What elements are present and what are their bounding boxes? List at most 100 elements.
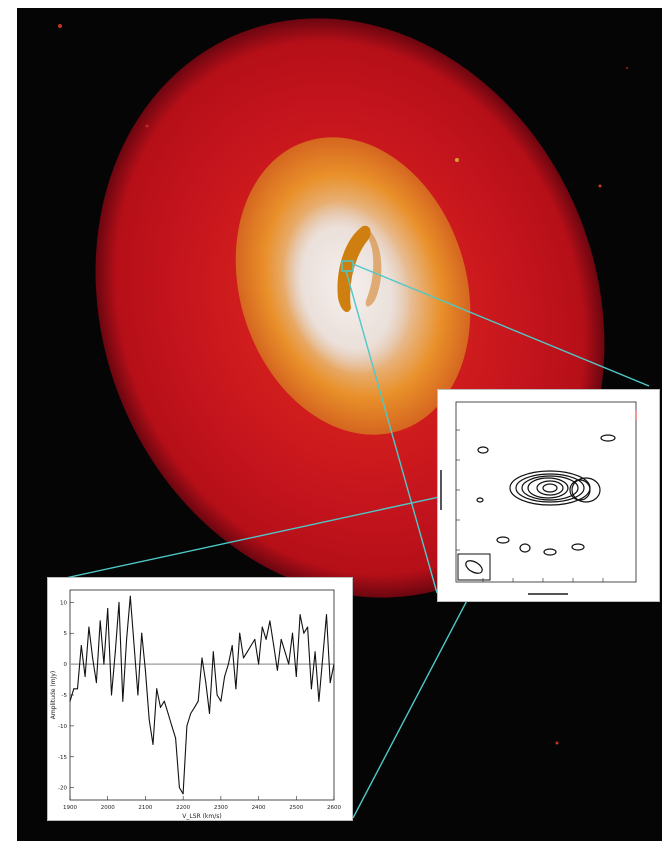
spectrum-point: [205, 682, 207, 684]
x-tick-label: 2200: [176, 805, 190, 811]
spectrum-point: [329, 682, 331, 684]
spectrum-point: [182, 793, 184, 795]
spectrum-point: [118, 601, 120, 603]
spectrum-point: [103, 663, 105, 665]
galaxy-scene: [46, 18, 650, 819]
x-tick-label: 2300: [214, 805, 228, 811]
x-tick-label: 2000: [101, 805, 115, 811]
y-tick-label: 10: [60, 600, 67, 606]
spectrum-point: [288, 663, 290, 665]
spectrum-point: [280, 638, 282, 640]
star: [145, 124, 149, 128]
spectrum-series: [69, 595, 335, 795]
spectrum-point: [171, 725, 173, 727]
callout-line: [352, 263, 650, 387]
spectrum-point: [254, 638, 256, 640]
spectrum-point: [160, 706, 161, 708]
zoom-box: [341, 260, 354, 272]
contour-map-inset: [437, 389, 660, 602]
spectrum-point: [318, 700, 320, 702]
image-frame: 1900 2000 2100 2200 2300 2400 2500 2600 10 5 0 -5 -…: [17, 8, 662, 841]
x-tick-label: 2500: [289, 805, 303, 811]
spectrum-point: [186, 725, 188, 727]
spectrum-point: [175, 737, 177, 739]
x-tick-label: 2100: [138, 805, 152, 811]
spectrum-point: [84, 676, 86, 677]
spectrum-point: [212, 651, 214, 653]
spectrum-point: [122, 700, 124, 702]
spectrum-point: [303, 632, 305, 634]
contour-map: [440, 401, 637, 595]
star: [626, 67, 628, 69]
spectrum-point: [92, 657, 94, 659]
spectrum-point: [333, 663, 335, 665]
spectrum-point: [326, 614, 327, 616]
spectrum-point: [144, 669, 146, 671]
spectrum-point: [167, 713, 169, 714]
spectrum-point: [209, 713, 210, 714]
star: [598, 184, 602, 188]
y-axis-label: Amplitude (mJy): [50, 671, 57, 720]
y-tick-label: 0: [64, 662, 68, 668]
x-tick-label: 2600: [327, 805, 341, 811]
y-tick-label: -20: [58, 786, 67, 792]
spectrum-point: [231, 645, 233, 647]
spectrum-point: [239, 632, 241, 634]
spectrum-point: [227, 663, 229, 665]
spectrum-point: [322, 657, 324, 659]
spectrum-point: [216, 694, 218, 696]
y-tick-label: -15: [58, 755, 67, 761]
callout-line: [46, 482, 505, 583]
star: [555, 741, 559, 745]
spectrum-point: [265, 638, 267, 640]
x-axis-label: V_LSR (km/s): [182, 813, 221, 820]
spectrum-point: [276, 669, 278, 671]
spectrum-chart: 1900 2000 2100 2200 2300 2400 2500 2600 10 5 0 -5 -…: [50, 589, 341, 820]
spectrum-point: [114, 651, 116, 653]
spectrum-point: [126, 638, 128, 640]
spectrum-inset: 1900 2000 2100 2200 2300 2400 2500 2600 10 5 0 -5 -…: [47, 577, 353, 821]
spectrum-point: [307, 626, 309, 628]
star: [455, 158, 459, 162]
y-tick-label: 5: [64, 631, 68, 637]
spectrum-point: [178, 787, 180, 789]
spectrum-point: [69, 700, 71, 702]
spectrum-point: [310, 688, 312, 690]
spectrum-point: [152, 743, 154, 745]
spectrum-point: [295, 676, 297, 677]
spectrum-point: [194, 706, 195, 708]
y-axis-ticks: 10 5 0 -5 -10 -15 -20: [58, 600, 74, 792]
spectrum-point: [95, 682, 97, 684]
spectrum-point: [133, 645, 135, 647]
spectrum-point: [197, 700, 199, 702]
x-tick-label: 1900: [63, 805, 77, 811]
x-axis-ticks: 1900 2000 2100 2200 2300 2400 2500 2600: [63, 796, 341, 811]
spectrum-point: [80, 645, 82, 647]
spectrum-point: [73, 688, 75, 690]
spectrum-point: [299, 614, 301, 616]
spectrum-point: [261, 626, 263, 628]
spectrum-point: [258, 663, 260, 665]
y-tick-label: -5: [62, 693, 68, 699]
spectrum-point: [284, 651, 286, 653]
star: [58, 24, 62, 28]
spectrum-point: [148, 719, 150, 721]
spectrum-point: [246, 651, 248, 653]
spectrum-point: [156, 688, 158, 690]
dust-lane-arc: [365, 232, 382, 307]
spectrum-point: [292, 632, 293, 634]
dust-lane: [337, 225, 371, 313]
y-tick-label: -10: [58, 724, 67, 730]
spectrum-point: [314, 651, 316, 653]
x-tick-label: 2400: [252, 805, 266, 811]
spectrum-point: [77, 688, 78, 690]
spectrum-point: [129, 595, 131, 597]
spectrum-line: [69, 595, 335, 795]
spectrum-point: [88, 626, 90, 628]
spectrum-point: [235, 688, 237, 690]
spectrum-point: [269, 620, 271, 622]
callout-line: [345, 270, 438, 594]
spectrum-point: [224, 676, 226, 677]
spectrum-point: [201, 657, 203, 659]
spectrum-point: [190, 713, 192, 714]
